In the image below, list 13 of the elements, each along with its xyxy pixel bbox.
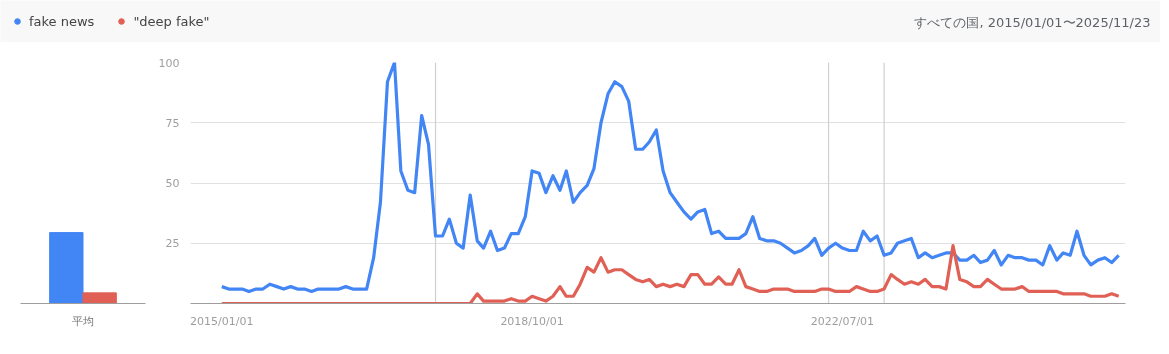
y-tick-label: 75 <box>165 116 180 130</box>
x-tick-label: 2022/07/01 <box>810 314 875 328</box>
y-tick-label: 25 <box>165 237 180 251</box>
text: すべての国, 2015/01/01〜2025/11/23 <box>914 14 1151 30</box>
line-series <box>220 244 1121 304</box>
y-tick-label: 100 <box>158 56 180 70</box>
legend-label: fake news <box>29 13 95 29</box>
y-tick-label: 50 <box>165 177 180 190</box>
x-tick-label: 平均 <box>72 314 94 328</box>
line-series <box>220 62 1121 294</box>
x-tick-label: 2015/01/01 <box>190 314 254 328</box>
legend-label: "deep fake" <box>133 13 210 29</box>
x-tick-label: 2018/10/01 <box>500 314 564 328</box>
